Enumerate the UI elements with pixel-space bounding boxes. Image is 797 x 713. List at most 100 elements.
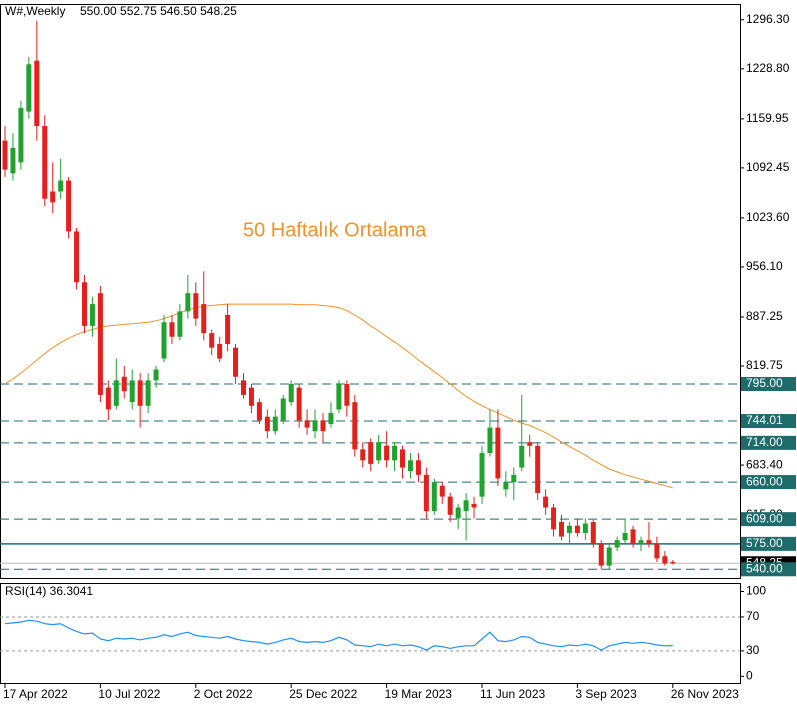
candle-body bbox=[431, 482, 437, 512]
candle-body bbox=[248, 387, 254, 406]
level-label: 660.00 bbox=[746, 474, 783, 488]
level-label: 744.01 bbox=[746, 413, 783, 427]
candle-body bbox=[559, 522, 564, 537]
level-label: 714.00 bbox=[746, 435, 783, 449]
candle-body bbox=[18, 107, 24, 163]
candle-body bbox=[344, 384, 350, 406]
main-frame bbox=[0, 4, 741, 579]
candle-body bbox=[614, 540, 620, 548]
rsi-tick-label: 0 bbox=[746, 669, 753, 683]
candle-body bbox=[129, 380, 135, 403]
ohlc-header: 550.00 552.75 546.50 548.25 bbox=[80, 4, 237, 18]
candle-body bbox=[638, 540, 644, 544]
chart-title: W#,Weekly bbox=[5, 4, 65, 18]
level-box bbox=[741, 435, 796, 450]
candle-body bbox=[503, 482, 509, 490]
candle-body bbox=[487, 427, 493, 454]
candle-body bbox=[304, 420, 310, 428]
candle-body bbox=[352, 402, 358, 450]
candle-body bbox=[582, 523, 588, 533]
x-tick-label: 19 Mar 2023 bbox=[385, 687, 453, 701]
candle-body bbox=[272, 416, 278, 432]
x-tick-label: 3 Sep 2023 bbox=[575, 687, 637, 701]
candle-body bbox=[606, 547, 612, 566]
candle-body bbox=[145, 380, 151, 406]
candle-body bbox=[376, 442, 382, 461]
candle-body bbox=[209, 333, 215, 348]
rsi-label: RSI(14) 36.3041 bbox=[5, 584, 93, 598]
candle-body bbox=[543, 496, 549, 508]
candle-body bbox=[519, 445, 525, 468]
candle-body bbox=[368, 442, 374, 464]
candle-body bbox=[455, 507, 461, 519]
level-label: 609.00 bbox=[746, 511, 783, 525]
candle-body bbox=[463, 500, 469, 512]
candle-body bbox=[566, 525, 572, 533]
candle-body bbox=[360, 449, 366, 461]
y-tick-label: 887.25 bbox=[746, 309, 783, 323]
candle-body bbox=[50, 191, 56, 203]
candle-body bbox=[161, 322, 167, 359]
x-tick-label: 26 Nov 2023 bbox=[671, 687, 739, 701]
y-tick-label: 1159.95 bbox=[746, 111, 789, 125]
rsi-tick-label: 70 bbox=[746, 609, 760, 623]
rsi-tick-label: 100 bbox=[746, 584, 766, 598]
candle-body bbox=[241, 380, 246, 395]
y-tick-label: 1092.45 bbox=[746, 160, 790, 174]
candle-body bbox=[169, 322, 175, 337]
candle-body bbox=[280, 398, 286, 421]
candle-body bbox=[392, 445, 398, 461]
candle-body bbox=[400, 449, 405, 468]
candle-body bbox=[495, 427, 501, 479]
candle-body bbox=[471, 503, 477, 508]
candle-body bbox=[217, 344, 223, 359]
y-tick-label: 683.40 bbox=[746, 457, 783, 471]
candle-body bbox=[439, 485, 445, 497]
level-box bbox=[741, 414, 796, 429]
level-label: 795.00 bbox=[746, 376, 783, 390]
candle-body bbox=[590, 522, 596, 544]
candle-body bbox=[551, 507, 557, 530]
candle-body bbox=[622, 532, 628, 541]
candle-body bbox=[662, 556, 668, 564]
candle-body bbox=[26, 64, 32, 112]
level-box bbox=[741, 475, 796, 490]
candle-body bbox=[336, 384, 342, 410]
candle-body bbox=[407, 460, 413, 472]
y-tick-label: 819.75 bbox=[746, 358, 783, 372]
rsi-tick-label: 30 bbox=[746, 643, 760, 657]
x-tick-label: 25 Dec 2022 bbox=[289, 687, 357, 701]
candle-body bbox=[233, 347, 239, 377]
candle-body bbox=[201, 304, 207, 334]
candle-body bbox=[113, 380, 119, 406]
candle-body bbox=[82, 282, 87, 326]
candle-body bbox=[598, 543, 604, 566]
candle-body bbox=[153, 369, 159, 381]
candle-body bbox=[320, 420, 326, 432]
y-tick-label: 1296.30 bbox=[746, 12, 790, 26]
candle-body bbox=[511, 474, 517, 483]
rsi-frame bbox=[0, 583, 741, 684]
candle-body bbox=[328, 413, 334, 424]
candle-body bbox=[58, 180, 64, 192]
candle-body bbox=[296, 387, 302, 421]
candle-body bbox=[479, 453, 485, 497]
x-tick-label: 2 Oct 2022 bbox=[194, 687, 253, 701]
candle-body bbox=[10, 147, 16, 174]
candle-body bbox=[193, 293, 199, 319]
x-tick-label: 17 Apr 2022 bbox=[3, 687, 68, 701]
candle-body bbox=[535, 445, 541, 493]
candle-body bbox=[137, 380, 143, 406]
annotation: 50 Haftalık Ortalama bbox=[243, 219, 427, 241]
candle-body bbox=[34, 60, 40, 127]
candle-body bbox=[670, 562, 676, 564]
y-tick-label: 1228.80 bbox=[746, 61, 790, 75]
candle-body bbox=[527, 442, 533, 446]
candle-body bbox=[105, 387, 111, 410]
candle-body bbox=[121, 376, 127, 392]
level-box bbox=[741, 562, 796, 577]
level-box bbox=[741, 536, 796, 551]
candle-body bbox=[256, 402, 262, 421]
